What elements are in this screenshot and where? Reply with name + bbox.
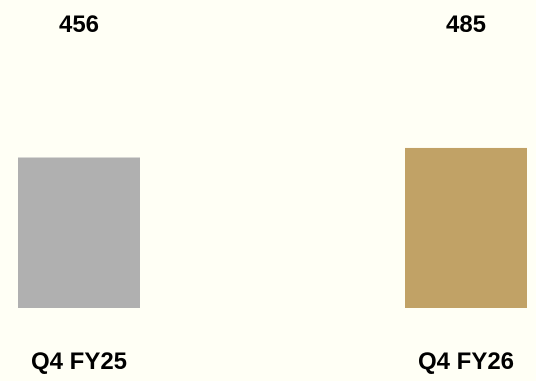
value-labels-group: 456 485 [59, 11, 486, 38]
value-label-q4-fy26: 485 [446, 11, 486, 38]
value-label-q4-fy25: 456 [59, 11, 99, 38]
category-label-q4-fy26: Q4 FY26 [418, 348, 514, 375]
bar-q4-fy26 [405, 147, 527, 308]
bar-q4-fy25 [18, 157, 140, 308]
category-label-q4-fy25: Q4 FY25 [31, 348, 127, 375]
bars-group [18, 147, 527, 308]
category-labels-group: Q4 FY25 Q4 FY26 [31, 348, 514, 375]
